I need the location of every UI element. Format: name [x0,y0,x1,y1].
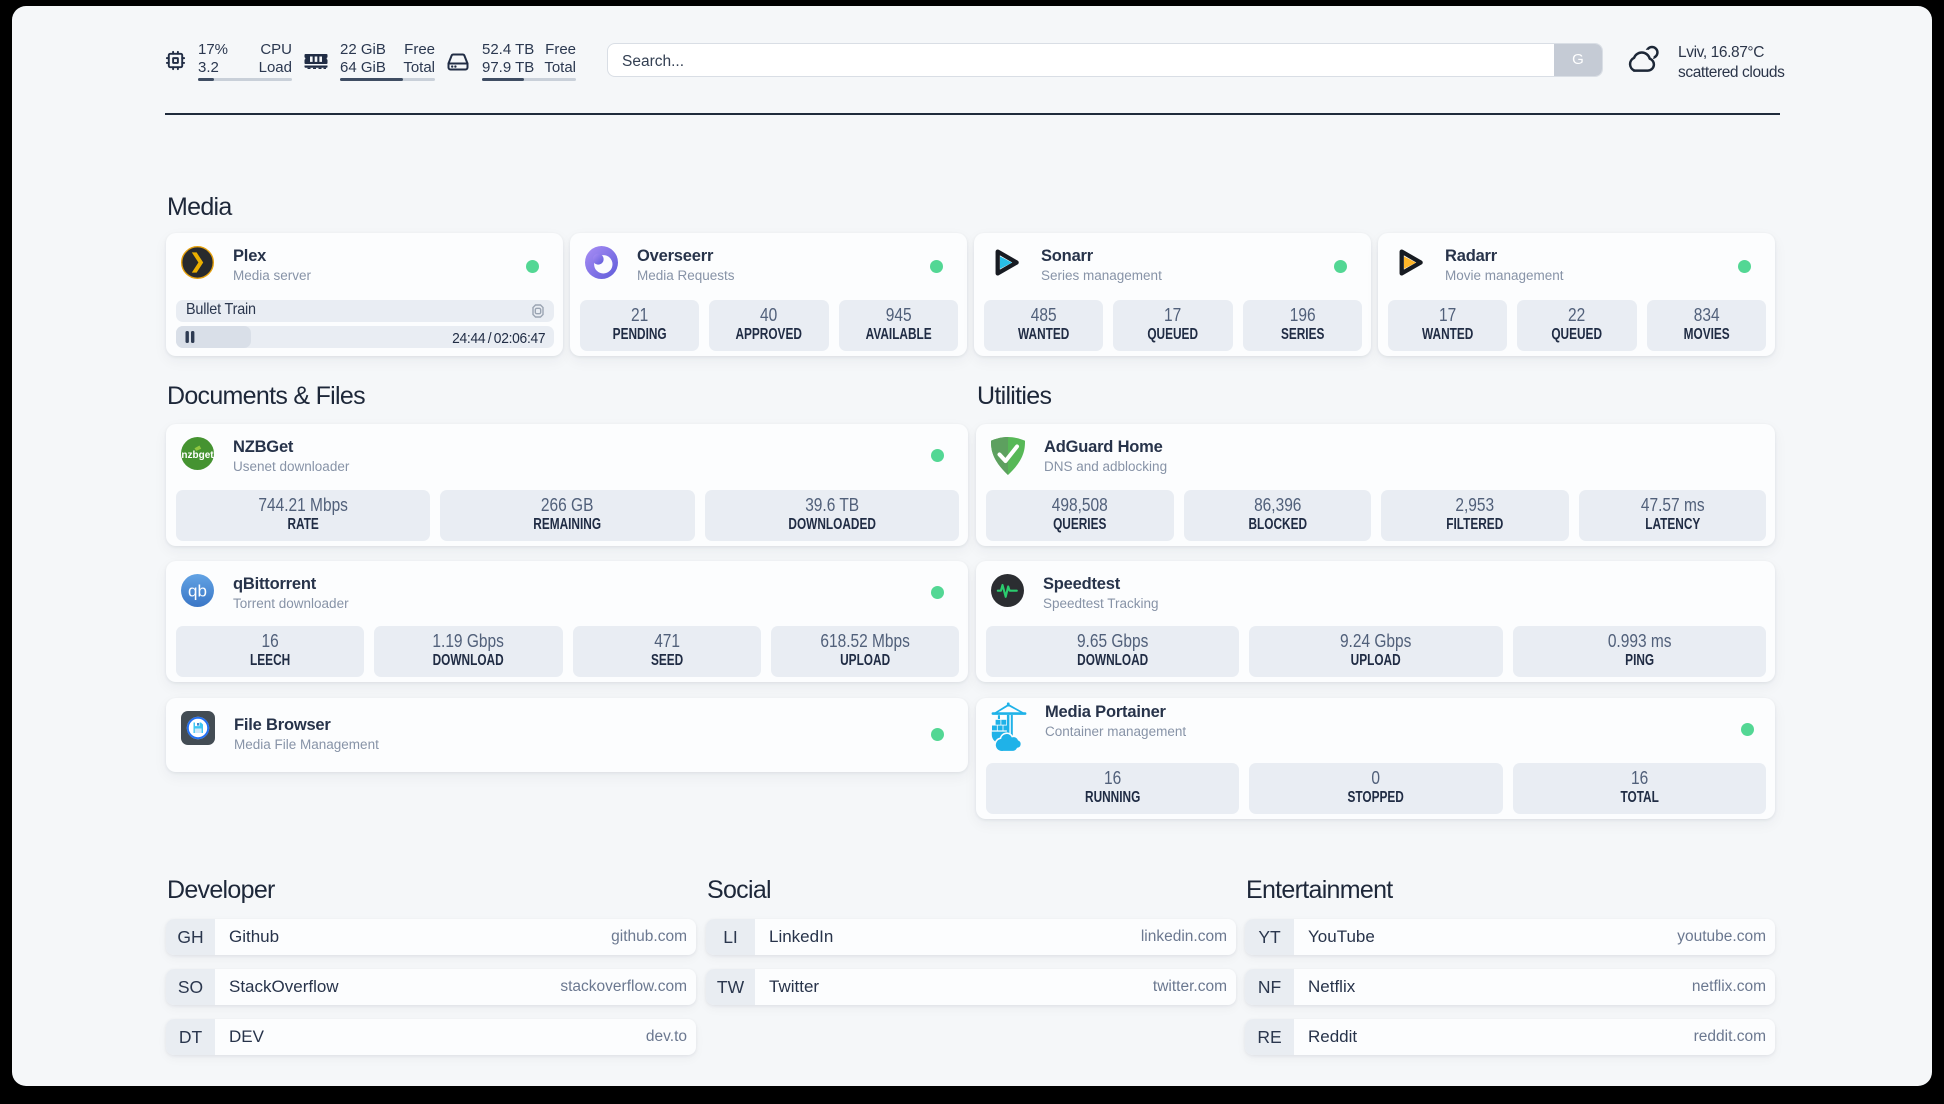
svg-text:qb: qb [188,582,207,601]
svg-text:nzbget: nzbget [181,450,214,461]
